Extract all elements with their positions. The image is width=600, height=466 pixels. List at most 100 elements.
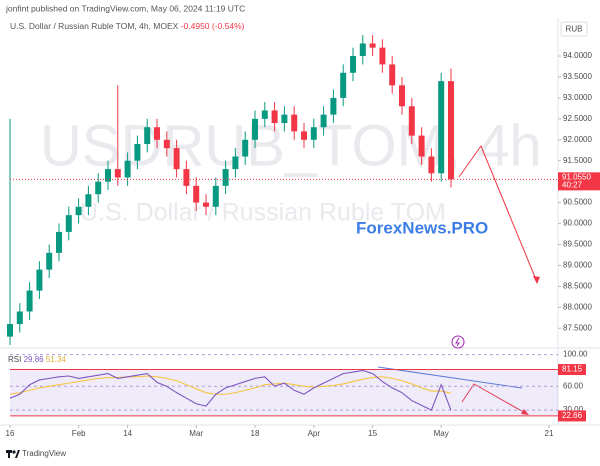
rsi-level-label: 22.66	[562, 411, 583, 420]
candle-body	[105, 169, 111, 182]
y-tick-label: 90.5000	[563, 198, 592, 207]
symbol: U.S. Dollar / Russian Ruble TOM, 4h, MOE…	[10, 21, 179, 31]
brand: ForexNews.PRO	[356, 218, 488, 237]
y-tick-label: 87.5000	[563, 323, 592, 332]
candle-body	[252, 118, 258, 140]
x-tick-label: 21	[545, 429, 554, 438]
rsi-trendline	[377, 366, 523, 389]
candle-body	[183, 169, 190, 186]
candle-body	[261, 110, 268, 119]
rsi-tick-label: 30.00	[563, 405, 584, 414]
candle-body	[418, 135, 425, 157]
y-tick-label: 89.0000	[563, 261, 592, 270]
watermark: USDRUB_TOM, 4h	[40, 113, 542, 178]
y-tick-label: 89.5000	[563, 240, 592, 249]
rsi-tick-label: 100.00	[563, 350, 588, 359]
y-tick-label: 92.0000	[563, 135, 592, 144]
countdown: 40:27	[562, 180, 583, 189]
candle-body	[242, 139, 249, 157]
candle-body	[95, 181, 102, 195]
y-tick-label: 92.5000	[563, 114, 592, 123]
currency-box	[560, 21, 588, 37]
candle-body	[124, 160, 131, 178]
candle-body	[36, 269, 43, 291]
candle-body	[26, 290, 33, 312]
rsi-band	[10, 369, 558, 416]
candle-body	[232, 156, 239, 170]
candle-body	[448, 81, 454, 180]
candle-body	[281, 114, 288, 124]
candle-body	[56, 231, 62, 253]
candle-body	[271, 110, 278, 124]
y-tick-label: 93.5000	[563, 72, 592, 81]
candle-body	[114, 169, 121, 178]
candle-body	[203, 202, 209, 207]
x-tick-label: 15	[368, 429, 377, 438]
watermark-sub: U.S. Dollar / Russian Ruble TOM	[80, 199, 446, 227]
x-tick-label: Mar	[189, 429, 203, 438]
y-tick-label: 91.5000	[563, 156, 592, 165]
y-tick-label: 93.0000	[563, 93, 592, 102]
arrow-head	[533, 276, 540, 284]
candle-body	[301, 131, 307, 140]
candle-body	[222, 169, 229, 186]
candle-body	[359, 43, 366, 57]
candle-body	[330, 97, 337, 115]
icon-bolt	[455, 337, 460, 347]
icon[interactable]	[451, 335, 465, 349]
candle-body	[212, 185, 219, 207]
candle-body	[350, 56, 356, 73]
rsi-tick-label: 60.00	[563, 381, 584, 390]
candle-body	[389, 64, 396, 86]
rsi-line	[9, 369, 452, 411]
rsi-level-box	[558, 364, 586, 376]
y-tick-label: 88.5000	[563, 281, 592, 290]
x-tick-label: 16	[6, 429, 15, 438]
candle-body	[340, 72, 347, 98]
x-tick-label: 14	[123, 429, 132, 438]
x-tick-label: Feb	[72, 429, 86, 438]
rsi-last: 29.86	[24, 355, 45, 364]
change: -0.4950 (-0.54%)	[181, 21, 245, 31]
projection-arrow	[458, 144, 538, 283]
last-price-label: 91.0550	[562, 172, 591, 181]
rsi-name: RSI	[8, 355, 21, 364]
currency: RUB	[566, 25, 583, 34]
candle-body	[144, 127, 151, 144]
published-line: jonfint published on TradingView.com, Ma…	[5, 3, 245, 13]
candle-body	[291, 114, 298, 132]
x-tick-label: Apr	[308, 429, 321, 438]
rsi-arrow	[461, 383, 528, 415]
x-tick-label: 18	[251, 429, 260, 438]
candle-body	[16, 311, 23, 325]
rsi-level-label: 81.15	[562, 365, 583, 374]
candle-body	[320, 114, 327, 128]
candle-body	[408, 106, 415, 136]
x-tick-label: May	[434, 429, 449, 438]
rsi-ma-last: 51.34	[46, 355, 67, 364]
candle-body	[75, 206, 82, 216]
candle-body	[46, 252, 53, 270]
candle-body	[310, 127, 317, 140]
candle-body	[7, 324, 13, 337]
rsi-legend: RSI 29.86 51.34	[8, 355, 66, 364]
candle-body	[438, 81, 445, 174]
rsi-arrow-head	[521, 409, 529, 415]
y-tick-label: 90.0000	[563, 219, 592, 228]
y-tick-label: 88.0000	[563, 302, 592, 311]
candle-body	[65, 215, 72, 232]
candle-body	[369, 43, 376, 48]
footer-logo	[6, 450, 20, 458]
candle-body	[193, 185, 200, 203]
candle-body	[379, 47, 386, 65]
y-tick-label: 94.0000	[563, 51, 592, 60]
candle-body	[399, 85, 405, 107]
candle-body	[85, 194, 92, 207]
last-price-box	[558, 172, 600, 191]
candle-body	[163, 139, 170, 149]
candle-body	[428, 156, 435, 174]
candle-body	[154, 127, 160, 140]
footer: TradingView	[22, 449, 66, 458]
candle-body	[134, 143, 141, 161]
